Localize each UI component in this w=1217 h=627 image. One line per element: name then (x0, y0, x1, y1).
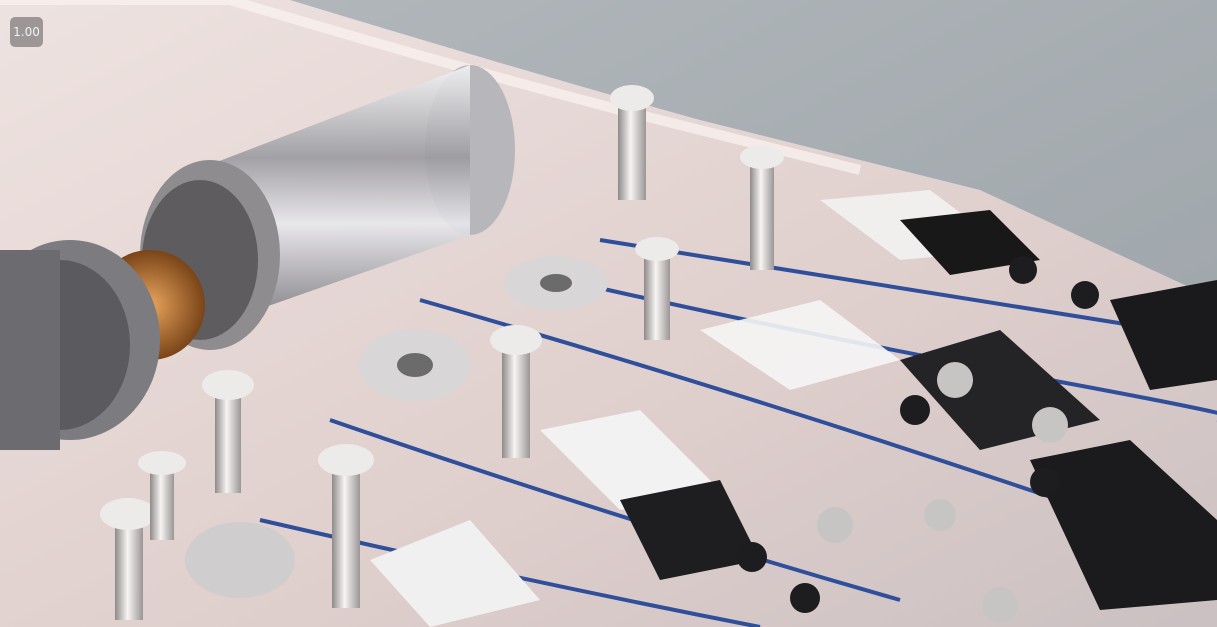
playback-speed-badge[interactable]: 1.00 (10, 17, 43, 47)
finger-plates (370, 190, 1217, 627)
motor-cylinder (0, 65, 515, 450)
screws (100, 85, 1099, 623)
